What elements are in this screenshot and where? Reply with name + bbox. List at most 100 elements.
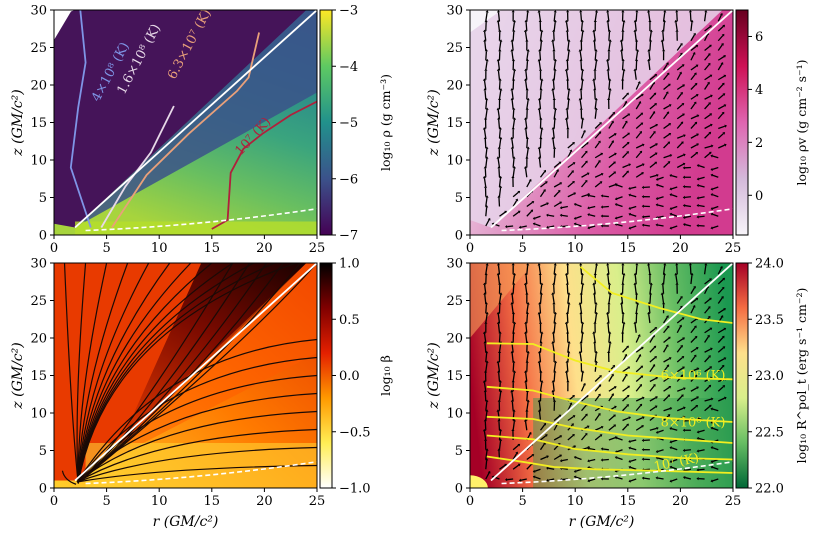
velocity-arrow	[485, 207, 488, 217]
velocity-arrow	[540, 456, 548, 461]
panel-frame	[53, 9, 318, 236]
velocity-arrowhead	[662, 272, 667, 276]
x-tick-label: 10	[567, 241, 584, 256]
velocity-arrowhead	[723, 143, 727, 147]
density-axis-blank	[54, 10, 72, 40]
velocity-arrow	[575, 476, 582, 480]
velocity-arrow	[539, 443, 545, 451]
velocity-arrow	[649, 103, 656, 110]
velocity-arrowhead	[612, 111, 616, 115]
velocity-arrow	[485, 197, 488, 207]
velocity-arrow	[539, 190, 545, 198]
velocity-arrowhead	[710, 193, 714, 197]
velocity-arrow	[580, 131, 585, 139]
contour-label: 8×10⁶ (K)	[661, 416, 726, 431]
velocity-arrow	[497, 158, 501, 168]
velocity-arrow	[704, 348, 712, 353]
velocity-arrow	[511, 343, 514, 353]
x-tick-label: 15	[620, 494, 637, 509]
velocity-arrowhead	[580, 68, 585, 72]
velocity-arrowhead	[626, 170, 629, 174]
velocity-arrow	[593, 80, 596, 90]
velocity-arrow	[607, 265, 610, 275]
velocity-arrowhead	[628, 226, 632, 230]
velocity-arrowhead	[586, 425, 590, 429]
velocity-arrowhead	[682, 366, 685, 370]
velocity-arrow	[635, 123, 642, 129]
velocity-arrow	[676, 367, 684, 373]
velocity-arrowhead	[614, 203, 618, 207]
velocity-arrowhead	[614, 197, 618, 201]
velocity-arrow	[589, 205, 596, 209]
velocity-arrowhead	[647, 58, 651, 62]
field-line	[77, 263, 297, 484]
velocity-arrowhead	[679, 52, 683, 56]
velocity-arrowhead	[633, 68, 637, 72]
velocity-arrow	[498, 80, 501, 90]
velocity-arrow	[561, 214, 568, 217]
velocity-arrowhead	[667, 414, 671, 417]
velocity-arrowhead	[546, 225, 549, 229]
x-tick-label: 0	[466, 241, 474, 256]
velocity-arrowhead	[512, 409, 516, 412]
velocity-arrowhead	[721, 364, 725, 368]
velocity-arrowhead	[496, 272, 500, 276]
velocity-arrowhead	[599, 434, 603, 437]
velocity-arrow	[580, 31, 584, 41]
velocity-arrow	[698, 196, 705, 199]
velocity-arrowhead	[553, 10, 557, 13]
velocity-arrow	[630, 205, 637, 209]
velocity-arrow	[634, 284, 637, 294]
velocity-arrowhead	[663, 10, 667, 13]
velocity-arrow	[704, 45, 711, 52]
velocity-arrow	[684, 204, 692, 208]
velocity-arrow	[717, 63, 723, 71]
velocity-arrowhead	[679, 305, 683, 309]
velocity-arrowhead	[512, 156, 516, 159]
velocity-arrow	[662, 284, 665, 294]
velocity-arrowhead	[641, 215, 645, 219]
velocity-arrowhead	[600, 205, 604, 209]
velocity-arrow	[704, 114, 711, 120]
velocity-arrowhead	[572, 415, 576, 418]
y-axis-label: z (GM/c²)	[426, 89, 442, 156]
velocity-arrow	[689, 265, 692, 275]
velocity-arrow	[553, 119, 556, 129]
velocity-arrowhead	[628, 212, 632, 216]
velocity-arrowhead	[654, 405, 658, 409]
velocity-arrowhead	[551, 39, 555, 42]
velocity-arrowhead	[581, 282, 585, 286]
velocity-arrow	[676, 338, 684, 344]
velocity-arrow	[512, 284, 515, 294]
velocity-arrowhead	[614, 183, 618, 187]
velocity-arrowhead	[485, 311, 489, 315]
velocity-arrowhead	[540, 127, 544, 130]
velocity-arrow	[581, 173, 588, 178]
velocity-arrowhead	[683, 406, 686, 410]
velocity-arrowhead	[518, 478, 522, 482]
velocity-arrowhead	[540, 331, 544, 334]
velocity-arrow	[526, 353, 529, 363]
velocity-arrowhead	[515, 198, 519, 202]
velocity-arrow	[690, 298, 697, 305]
velocity-arrowhead	[669, 154, 673, 158]
velocity-arrow	[497, 274, 501, 285]
velocity-arrow	[676, 375, 683, 382]
velocity-arrow	[704, 385, 711, 392]
velocity-arrowhead	[696, 367, 700, 371]
velocity-arrowhead	[524, 117, 528, 120]
velocity-arrow	[589, 448, 596, 451]
velocity-arrow	[498, 187, 502, 197]
velocity-arrowhead	[537, 350, 542, 354]
velocity-arrowhead	[567, 341, 571, 344]
velocity-arrow	[717, 113, 724, 120]
velocity-arrowhead	[537, 311, 541, 315]
velocity-arrow	[512, 158, 515, 168]
velocity-arrowhead	[694, 82, 698, 86]
velocity-arrowhead	[709, 74, 713, 78]
velocity-arrow	[580, 313, 583, 324]
velocity-arrowhead	[485, 448, 489, 451]
velocity-arrowhead	[573, 475, 577, 479]
velocity-arrowhead	[710, 347, 713, 351]
velocity-arrow	[575, 223, 582, 227]
